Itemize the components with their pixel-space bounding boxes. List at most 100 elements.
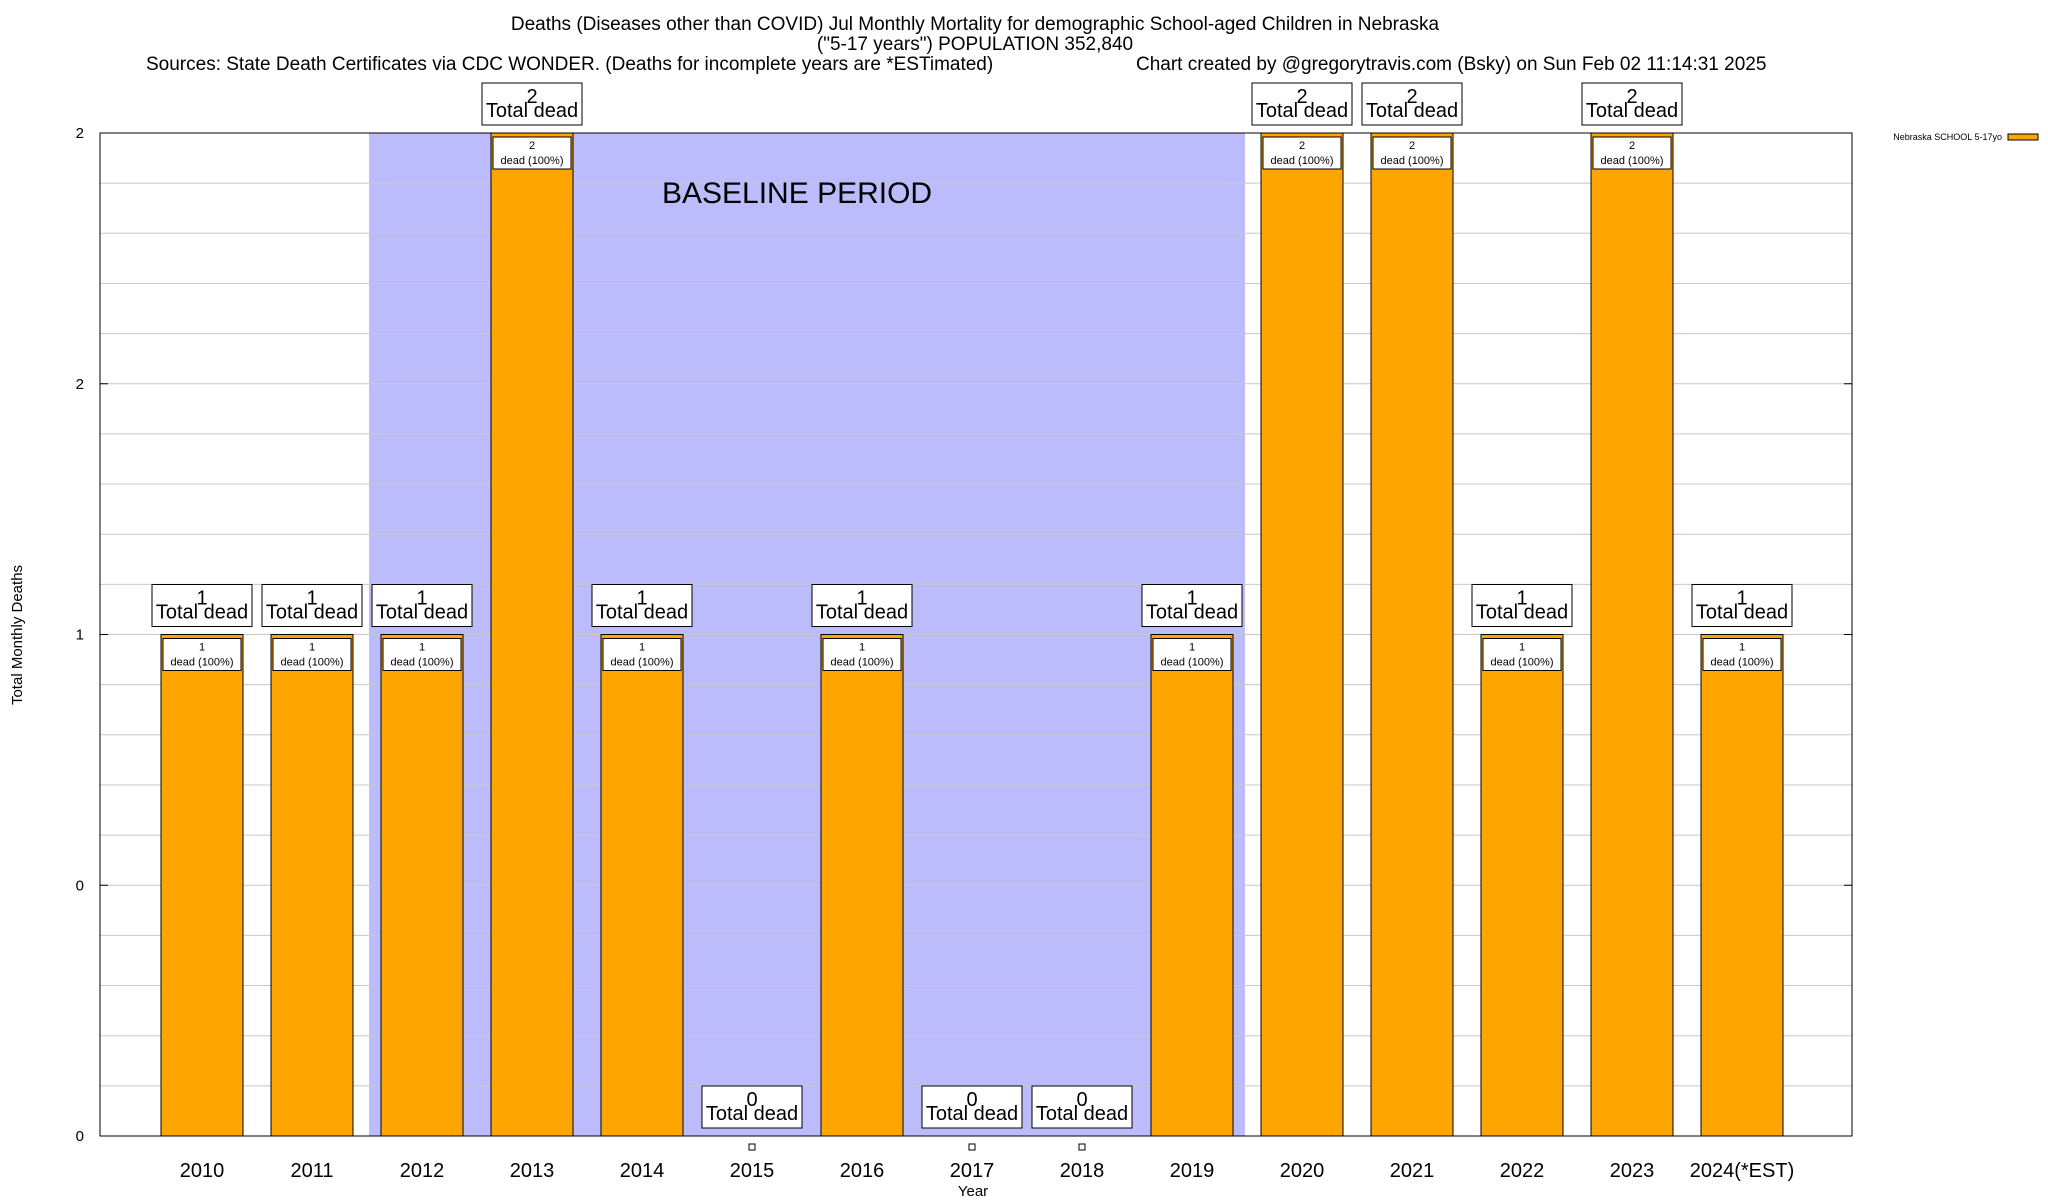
bar-total-count: 2 xyxy=(526,86,537,108)
bar-inner-count: 2 xyxy=(1299,140,1305,152)
bar-total-label-box xyxy=(1031,1085,1133,1129)
legend-label: Nebraska SCHOOL 5-17yo xyxy=(1893,132,2002,142)
zero-marker xyxy=(748,1143,756,1151)
x-tick-label: 2010 xyxy=(180,1160,225,1182)
bar-total-count: 1 xyxy=(1186,588,1197,610)
bar-total-count: 2 xyxy=(1626,86,1637,108)
bar-total-label-box xyxy=(1471,584,1573,627)
x-tick-label: 2011 xyxy=(290,1160,333,1182)
x-tick-label: 2023 xyxy=(1610,1160,1655,1182)
bar-total-label-box xyxy=(811,584,913,627)
source-note: Sources: State Death Certificates via CD… xyxy=(146,54,994,75)
bar-total-label: Total dead xyxy=(1696,602,1788,624)
bar-inner-count: 1 xyxy=(419,642,425,654)
bar-inner-label-box xyxy=(272,638,352,671)
x-tick-label: 2024(*EST) xyxy=(1690,1160,1795,1182)
bar-inner-count: 1 xyxy=(859,642,865,654)
y-axis-title: Total Monthly Deaths xyxy=(9,565,26,705)
bar-inner-label-box xyxy=(1592,136,1672,170)
bar-total-count: 1 xyxy=(306,588,317,610)
x-tick-label: 2019 xyxy=(1170,1160,1215,1182)
bar-total-label-box xyxy=(921,1085,1023,1129)
bar-inner-label: dead (100%) xyxy=(611,657,674,669)
bar-total-label: Total dead xyxy=(926,1103,1018,1125)
bar-total-label-box xyxy=(1691,584,1793,627)
y-tick-label: 2 xyxy=(76,376,84,393)
bar-total-label: Total dead xyxy=(706,1103,798,1125)
zero-marker xyxy=(968,1143,976,1151)
bar-inner-count: 1 xyxy=(1739,642,1745,654)
bar-total-label: Total dead xyxy=(486,100,578,122)
credit-note: Chart created by @gregorytravis.com (Bsk… xyxy=(1136,54,1767,75)
bar-inner-label-box xyxy=(1152,638,1232,671)
bar-inner-count: 1 xyxy=(1189,642,1195,654)
x-tick-label: 2020 xyxy=(1280,1160,1325,1182)
bar xyxy=(1590,132,1674,1137)
bar-total-label: Total dead xyxy=(266,602,358,624)
bar-inner-count: 2 xyxy=(1629,140,1635,152)
bar xyxy=(160,634,244,1137)
bar-total-label: Total dead xyxy=(1256,100,1348,122)
bar-inner-label-box xyxy=(1702,638,1782,671)
bar-total-label-box xyxy=(481,82,583,126)
bar-inner-label: dead (100%) xyxy=(1491,657,1554,669)
bar-total-label: Total dead xyxy=(1146,602,1238,624)
bar-total-label: Total dead xyxy=(596,602,688,624)
bar-total-count: 1 xyxy=(196,588,207,610)
bar-inner-label-box xyxy=(492,136,572,170)
x-tick-label: 2021 xyxy=(1390,1160,1435,1182)
bar xyxy=(270,634,354,1137)
y-tick-label: 0 xyxy=(76,1128,84,1145)
bar-inner-label: dead (100%) xyxy=(501,155,564,167)
bar xyxy=(1260,132,1344,1137)
bar-inner-label-box xyxy=(162,638,242,671)
bar-total-count: 1 xyxy=(856,588,867,610)
x-tick-label: 2013 xyxy=(510,1160,555,1182)
chart-subtitle: ("5-17 years") POPULATION 352,840 xyxy=(816,34,1134,55)
bar-inner-count: 1 xyxy=(199,642,205,654)
bar-total-label: Total dead xyxy=(816,602,908,624)
bar-total-count: 0 xyxy=(746,1089,757,1111)
bar-inner-count: 1 xyxy=(1519,642,1525,654)
bar xyxy=(1370,132,1454,1137)
bar-total-label-box xyxy=(1141,584,1243,627)
bar xyxy=(820,634,904,1137)
bar-inner-count: 2 xyxy=(1409,140,1415,152)
bar xyxy=(490,132,574,1137)
bar-total-label-box xyxy=(701,1085,803,1129)
bar-total-count: 1 xyxy=(416,588,427,610)
bar xyxy=(1480,634,1564,1137)
bar-total-label-box xyxy=(261,584,363,627)
bar-inner-label: dead (100%) xyxy=(1381,155,1444,167)
legend-swatch xyxy=(2007,133,2039,141)
bar-inner-label: dead (100%) xyxy=(391,657,454,669)
y-tick-label: 0 xyxy=(76,877,84,894)
zero-marker xyxy=(1078,1143,1086,1151)
bar-inner-label: dead (100%) xyxy=(1161,657,1224,669)
x-tick-label: 2022 xyxy=(1500,1160,1545,1182)
bar-inner-label: dead (100%) xyxy=(831,657,894,669)
x-axis-title: Year xyxy=(958,1183,988,1200)
bar-inner-count: 1 xyxy=(639,642,645,654)
y-tick-label: 1 xyxy=(76,627,84,644)
y-tick-label: 2 xyxy=(76,125,84,142)
x-tick-label: 2012 xyxy=(400,1160,445,1182)
bar xyxy=(380,634,464,1137)
bar xyxy=(1150,634,1234,1137)
bar-inner-count: 2 xyxy=(529,140,535,152)
bar-total-label: Total dead xyxy=(1586,100,1678,122)
bar-inner-label: dead (100%) xyxy=(1601,155,1664,167)
bar-inner-label: dead (100%) xyxy=(171,657,234,669)
bar xyxy=(600,634,684,1137)
bar-total-label: Total dead xyxy=(1366,100,1458,122)
bar-total-count: 2 xyxy=(1406,86,1417,108)
bar-total-count: 0 xyxy=(1076,1089,1087,1111)
bar-total-label-box xyxy=(151,584,253,627)
bar-total-label-box xyxy=(591,584,693,627)
bar-inner-count: 1 xyxy=(309,642,315,654)
bar-inner-label: dead (100%) xyxy=(281,657,344,669)
bar xyxy=(1700,634,1784,1137)
x-tick-label: 2016 xyxy=(840,1160,885,1182)
bar-inner-label-box xyxy=(822,638,902,671)
